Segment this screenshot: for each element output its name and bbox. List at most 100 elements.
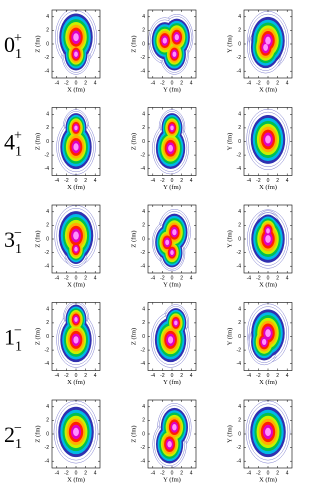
contour-level: [74, 317, 78, 322]
y-tick-label: 4: [142, 112, 145, 118]
x-axis-label: X (fm): [259, 86, 277, 93]
y-tick-label: 0: [46, 41, 49, 47]
y-axis-label: Z (fm): [130, 35, 137, 52]
x-tick-label: 2: [276, 470, 279, 476]
state-number: 0: [4, 32, 15, 57]
x-tick-label: 2: [180, 178, 183, 184]
y-tick-label: -2: [45, 250, 50, 256]
contour-level: [73, 33, 79, 42]
x-tick-label: 4: [286, 275, 289, 281]
contour-field: [54, 205, 98, 268]
contour-field: [56, 109, 96, 175]
x-tick-label: -2: [64, 373, 69, 379]
contour-level: [263, 43, 269, 51]
x-tick-label: 4: [94, 470, 97, 476]
x-tick-label: 0: [75, 373, 78, 379]
contour-level: [265, 329, 271, 338]
x-tick-label: -4: [55, 373, 60, 379]
y-tick-label: 4: [238, 404, 241, 410]
contour-field: [247, 303, 289, 366]
y-tick-label: 4: [46, 112, 49, 118]
y-tick-label: -4: [141, 166, 146, 172]
x-axis-label: Y (fm): [163, 379, 181, 386]
x-axis-label: Y (fm): [163, 86, 181, 93]
x-tick-label: 2: [180, 470, 183, 476]
y-axis-label: Z (fm): [130, 425, 137, 442]
x-tick-label: 4: [94, 178, 97, 184]
contour-field: [55, 10, 97, 75]
x-tick-label: -2: [64, 178, 69, 184]
y-tick-label: 4: [46, 14, 49, 20]
x-tick-label: 0: [267, 80, 270, 86]
x-tick-label: 4: [190, 373, 193, 379]
y-tick-label: -2: [45, 445, 50, 451]
y-tick-label: -4: [45, 459, 50, 465]
x-tick-label: 4: [190, 470, 193, 476]
y-tick-label: -4: [237, 69, 242, 75]
x-tick-label: 2: [276, 275, 279, 281]
y-tick-label: -2: [141, 445, 146, 451]
y-tick-label: 0: [238, 139, 241, 145]
y-axis-label: Y (fm): [226, 35, 233, 53]
state-index: 1: [15, 340, 22, 355]
y-tick-label: -2: [237, 152, 242, 158]
state-index: 1: [15, 145, 22, 160]
x-tick-label: -4: [55, 178, 60, 184]
x-tick-label: -4: [247, 178, 252, 184]
x-axis-label: X (fm): [67, 86, 85, 93]
y-tick-label: 2: [46, 28, 49, 34]
y-tick-label: 0: [46, 236, 49, 242]
contour-level: [73, 231, 79, 240]
contour-field: [152, 109, 189, 175]
y-axis-label: Z (fm): [130, 328, 137, 345]
x-axis-label: Y (fm): [163, 476, 181, 483]
y-tick-label: 2: [46, 125, 49, 131]
y-tick-label: 2: [142, 418, 145, 424]
state-parity: −: [14, 324, 22, 339]
contour-level: [162, 37, 167, 44]
x-tick-label: 4: [94, 275, 97, 281]
y-tick-label: 2: [238, 418, 241, 424]
x-tick-label: 0: [75, 275, 78, 281]
y-axis-label: Z (fm): [34, 230, 41, 247]
y-tick-label: 2: [46, 320, 49, 326]
state-number: 2: [4, 422, 15, 447]
y-tick-label: -4: [141, 459, 146, 465]
x-axis-label: X (fm): [67, 184, 85, 191]
x-axis-label: X (fm): [67, 281, 85, 288]
x-tick-label: -2: [160, 275, 165, 281]
row-label: 41+: [4, 129, 22, 160]
row-label: 11−: [4, 324, 22, 355]
contour-level: [167, 441, 172, 448]
x-tick-label: 4: [190, 80, 193, 86]
row-label: 01+: [4, 31, 22, 62]
x-tick-label: 2: [180, 80, 183, 86]
contour-field: [150, 304, 191, 368]
x-tick-label: 0: [171, 275, 174, 281]
x-tick-label: 0: [75, 470, 78, 476]
contour-level: [265, 135, 271, 144]
x-tick-label: -4: [151, 178, 156, 184]
contour-level: [74, 51, 78, 57]
x-tick-label: 0: [267, 275, 270, 281]
y-axis-label: Y (fm): [226, 230, 233, 248]
y-tick-label: 0: [238, 41, 241, 47]
y-axis-label: Y (fm): [226, 425, 233, 443]
y-tick-label: -4: [45, 69, 50, 75]
y-tick-label: -2: [141, 152, 146, 158]
y-tick-label: -4: [141, 264, 146, 270]
y-tick-label: 2: [46, 223, 49, 229]
y-tick-label: 0: [142, 334, 145, 340]
state-parity: −: [14, 226, 22, 241]
state-number: 1: [4, 325, 15, 350]
state-parity: +: [14, 129, 22, 144]
contour-level: [73, 427, 79, 437]
x-tick-label: 0: [267, 178, 270, 184]
y-tick-label: 4: [238, 307, 241, 313]
